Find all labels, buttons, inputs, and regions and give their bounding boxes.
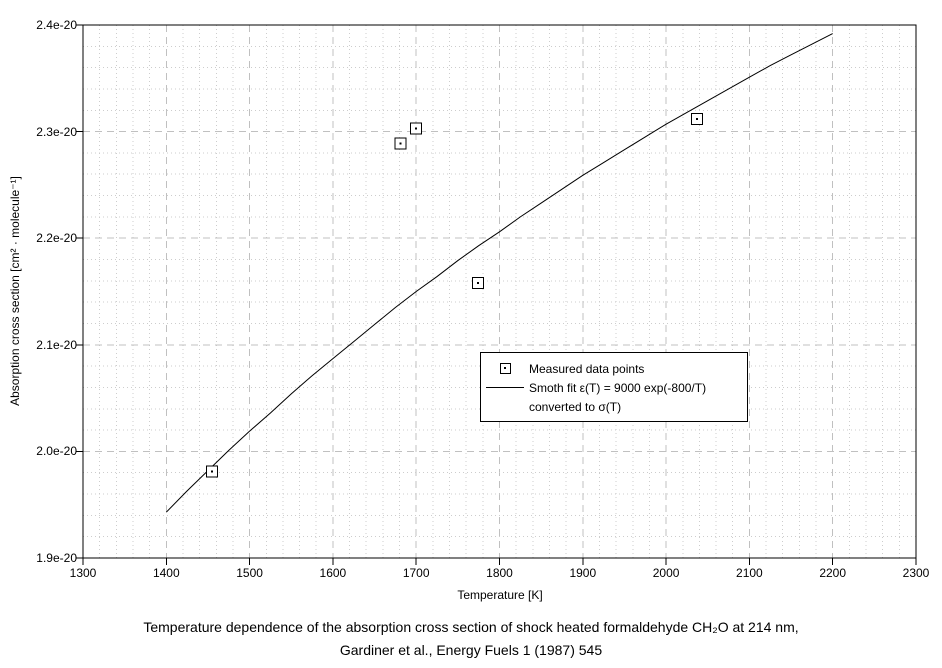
square-dot-marker-icon — [499, 363, 511, 374]
x-tick-label: 2000 — [652, 566, 680, 580]
data-point-marker — [206, 465, 219, 478]
legend-row: Smoth fit ε(T) = 9000 exp(-800/T) — [481, 378, 747, 397]
y-tick-label: 1.9e-20 — [36, 551, 77, 565]
x-tick-label: 1700 — [402, 566, 430, 580]
y-axis-title: Absorption cross section [cm² · molecule… — [8, 176, 22, 406]
caption-line-1: Temperature dependence of the absorption… — [143, 619, 799, 635]
x-tick-label: 2300 — [902, 566, 930, 580]
legend-row: converted to σ(T) — [481, 397, 747, 416]
x-tick-label: 1400 — [152, 566, 180, 580]
y-tick-label: 2.0e-20 — [36, 444, 77, 459]
smooth-fit-curve — [165, 33, 833, 513]
legend-label-fit-continued: converted to σ(T) — [529, 399, 622, 414]
data-point-marker — [471, 276, 484, 289]
legend-label-fit: Smoth fit ε(T) = 9000 exp(-800/T) — [529, 380, 707, 395]
y-tick-label: 2.1e-20 — [36, 337, 77, 352]
caption: Temperature dependence of the absorption… — [0, 616, 942, 662]
legend-label-measured: Measured data points — [529, 361, 645, 376]
marker-dot — [503, 367, 506, 369]
legend: Measured data points Smoth fit ε(T) = 90… — [480, 352, 748, 422]
x-tick-label: 2200 — [819, 566, 847, 580]
line-marker-icon — [486, 387, 524, 388]
x-tick-label: 1500 — [236, 566, 263, 580]
y-tick-label: 2.4e-20 — [36, 18, 77, 32]
data-point-marker — [410, 122, 423, 135]
caption-line-2: Gardiner et al., Energy Fuels 1 (1987) 5… — [339, 642, 603, 658]
legend-row: Measured data points — [481, 359, 747, 378]
x-tick-label: 1300 — [69, 566, 97, 580]
x-tick-label: 2100 — [736, 566, 763, 580]
plot-canvas — [76, 24, 917, 565]
x-tick-label: 1900 — [569, 566, 597, 580]
y-tick-label: 2.2e-20 — [36, 231, 77, 246]
data-point-marker — [690, 112, 703, 125]
y-tick-label: 2.3e-20 — [36, 124, 77, 139]
data-point-marker — [394, 137, 407, 150]
legend-marker-cell — [481, 387, 529, 388]
x-axis-title: Temperature [K] — [457, 588, 543, 602]
x-tick-label: 1600 — [319, 566, 347, 580]
x-tick-label: 1800 — [486, 566, 513, 580]
legend-marker-cell — [481, 363, 529, 374]
